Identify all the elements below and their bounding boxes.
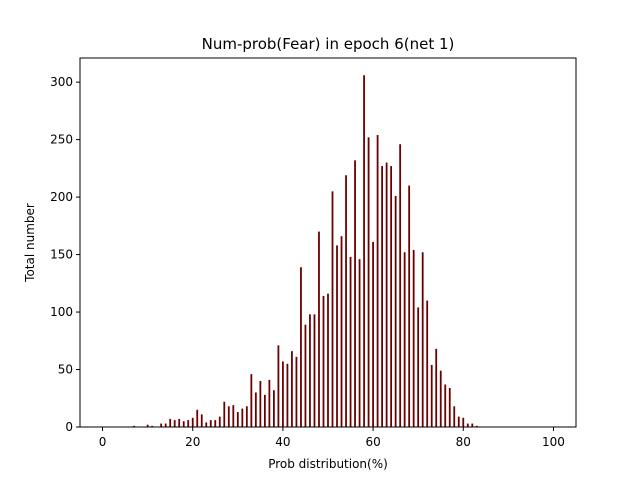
bar [254, 392, 257, 427]
bar [448, 387, 451, 427]
bar [354, 160, 356, 427]
bar [286, 363, 289, 427]
bar [241, 408, 244, 427]
bar [430, 364, 433, 427]
y-axis-ticks: 0 50 100 150 200 250 300 [50, 75, 80, 434]
x-tick-label: 80 [456, 435, 471, 449]
bar [408, 185, 411, 427]
bar [475, 425, 478, 427]
bar [349, 256, 352, 427]
bar [200, 414, 203, 427]
bar [466, 423, 469, 427]
bar [268, 379, 271, 427]
bar [394, 195, 397, 427]
bar [133, 425, 136, 427]
bar [164, 423, 167, 427]
bar [169, 418, 172, 427]
plot-frame [79, 57, 577, 428]
bar [245, 406, 248, 427]
bar [263, 394, 266, 427]
y-tick-label: 0 [65, 420, 73, 434]
bar [146, 424, 149, 427]
bar [390, 166, 393, 427]
bar [300, 267, 302, 427]
bar [340, 236, 343, 427]
y-tick-label: 250 [50, 133, 73, 147]
x-tick-label: 0 [99, 435, 107, 449]
bar [399, 144, 402, 427]
bar [232, 405, 235, 427]
bar [291, 351, 293, 427]
bar [236, 412, 239, 427]
bar [160, 423, 163, 427]
x-tick-label: 40 [275, 435, 290, 449]
bar [367, 137, 370, 427]
y-tick-label: 50 [58, 363, 73, 377]
bar [412, 249, 415, 427]
bar [318, 231, 320, 427]
bar [385, 162, 388, 428]
bar [457, 416, 460, 427]
bar [462, 417, 465, 427]
bar [453, 406, 456, 427]
bar [304, 324, 307, 427]
bar [417, 307, 420, 427]
bar [178, 418, 181, 427]
bar [439, 370, 442, 427]
bar [250, 374, 253, 427]
bar [209, 420, 212, 427]
bar [259, 381, 262, 427]
y-tick-label: 100 [50, 305, 73, 319]
y-axis-label: Total number [23, 203, 37, 283]
bar [191, 417, 194, 427]
bar [218, 416, 221, 427]
bar [313, 314, 316, 427]
x-tick-label: 60 [365, 435, 380, 449]
y-tick-label: 150 [50, 248, 73, 262]
bar [372, 241, 374, 427]
bar [322, 295, 325, 427]
x-tick-label: 100 [542, 435, 565, 449]
bar [205, 422, 208, 427]
bar [381, 166, 384, 427]
bar [182, 421, 185, 427]
bar [358, 259, 361, 427]
x-axis-ticks: 0 20 40 60 80 100 [99, 427, 565, 449]
bar [272, 390, 275, 427]
bar [345, 175, 347, 427]
bar [277, 345, 280, 427]
chart-title: Num-prob(Fear) in epoch 6(net 1) [202, 35, 455, 53]
bar [295, 356, 298, 427]
bar [426, 300, 429, 427]
bar [196, 409, 199, 427]
bar [363, 75, 365, 428]
bar [214, 420, 217, 427]
bar [421, 252, 424, 427]
bar [227, 406, 230, 427]
bar [403, 252, 406, 427]
x-axis-label: Prob distribution(%) [268, 457, 388, 471]
bar [173, 420, 176, 427]
y-tick-label: 200 [50, 190, 73, 204]
bar [376, 135, 379, 427]
bar [309, 314, 311, 427]
bar [282, 361, 284, 427]
bar [223, 401, 226, 427]
x-tick-label: 20 [185, 435, 200, 449]
bar [336, 245, 338, 427]
bar-series [133, 75, 478, 428]
y-tick-label: 300 [50, 75, 73, 89]
bar [327, 293, 329, 427]
bar [471, 423, 474, 427]
bar [444, 384, 447, 427]
bar [331, 191, 334, 427]
bar [151, 425, 154, 427]
bar [435, 348, 438, 427]
bar [187, 420, 190, 427]
